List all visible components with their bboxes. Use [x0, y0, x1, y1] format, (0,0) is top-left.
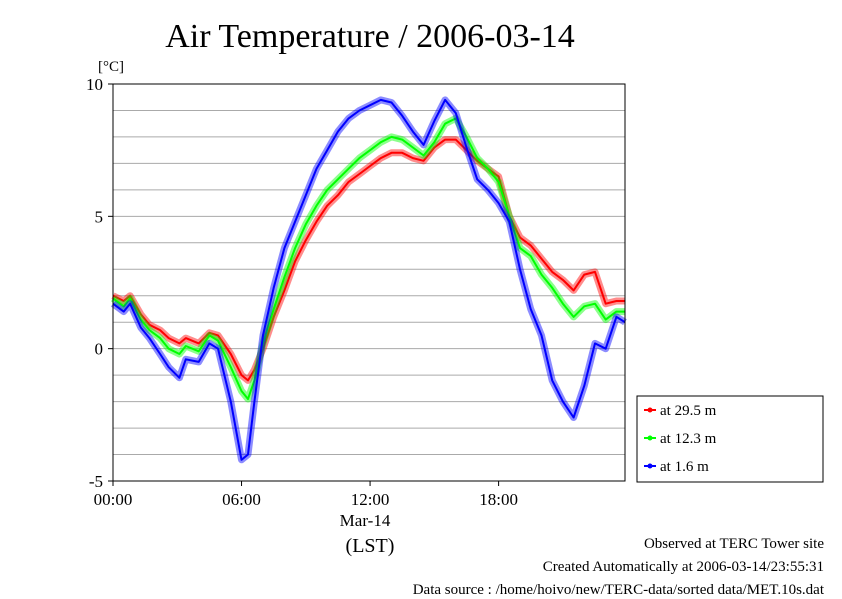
y-axis-unit-label: [°C] [98, 59, 124, 75]
legend-marker [647, 407, 653, 413]
plot-frame [112, 83, 626, 482]
y-tick-label: 5 [95, 207, 104, 226]
data-source-path: Data source : /home/hoivo/new/TERC-data/… [412, 582, 824, 598]
site-credit: Observed at TERC Tower site [643, 536, 824, 552]
legend-marker [647, 463, 653, 469]
y-tick-label: -5 [89, 472, 103, 491]
x-axis-date-label: Mar-14 [340, 511, 391, 530]
x-tick-labels: 00:00 06:00 12:00 18:00 [94, 481, 518, 509]
grid-lines [113, 109, 625, 456]
series-lines [110, 96, 627, 464]
x-tick-label: 12:00 [351, 490, 390, 509]
legend-marker [647, 435, 653, 441]
x-axis-label: (LST) [346, 535, 395, 557]
created-timestamp: Created Automatically at 2006-03-14/23:5… [542, 559, 824, 575]
y-tick-label: 0 [95, 340, 104, 359]
legend-label: at 29.5 m [660, 403, 717, 419]
series-line [112, 117, 625, 400]
x-tick-label: 06:00 [222, 490, 261, 509]
legend: at 29.5 m at 12.3 m at 1.6 m [636, 395, 824, 483]
legend-label: at 1.6 m [660, 459, 709, 475]
y-tick-label: 10 [86, 75, 103, 94]
legend-label: at 12.3 m [660, 431, 717, 447]
series-line [112, 138, 625, 382]
x-tick-label: 00:00 [94, 490, 133, 509]
legend-box [636, 395, 824, 483]
x-tick-label: 18:00 [479, 490, 518, 509]
chart-title: Air Temperature / 2006-03-14 [165, 18, 575, 55]
series-line [112, 98, 626, 461]
y-tick-labels: -5 0 5 10 [86, 75, 113, 491]
